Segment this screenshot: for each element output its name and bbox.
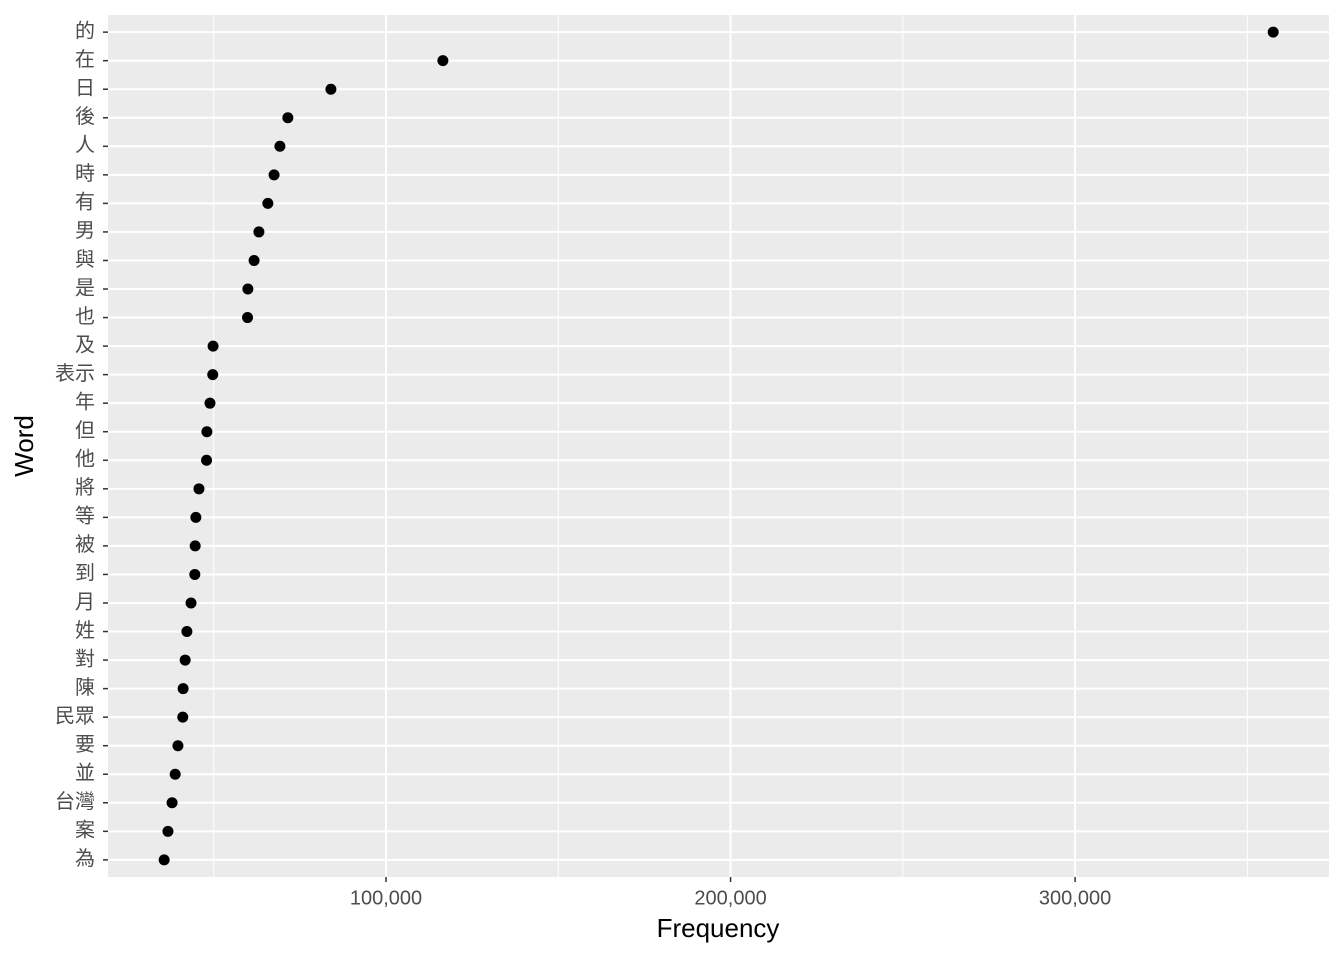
point — [158, 854, 170, 866]
point — [253, 226, 265, 238]
y-tick-label: 是 — [75, 277, 95, 299]
y-tick-label: 日 — [75, 77, 95, 99]
point — [262, 197, 274, 209]
y-tick-label: 也 — [75, 305, 95, 328]
point — [201, 454, 213, 466]
point — [190, 511, 202, 523]
point — [274, 140, 286, 152]
y-tick-label: 及 — [75, 334, 95, 356]
point — [242, 312, 254, 324]
point — [207, 340, 219, 352]
point — [201, 426, 213, 438]
y-tick-label: 時 — [75, 162, 95, 185]
point — [282, 112, 294, 124]
point — [172, 740, 184, 752]
y-tick-label: 被 — [75, 533, 95, 556]
y-axis-title: Word — [9, 415, 39, 477]
y-tick-label: 要 — [75, 734, 95, 756]
y-tick-label: 陳 — [75, 676, 95, 699]
point — [181, 626, 193, 638]
point — [242, 283, 254, 295]
y-tick-label: 的 — [75, 19, 95, 42]
panel — [108, 15, 1329, 877]
x-tick-label: 100,000 — [350, 887, 422, 909]
y-tick-label: 案 — [75, 819, 95, 842]
y-tick-label: 人 — [75, 134, 95, 157]
y-tick-label: 年 — [75, 390, 95, 413]
point — [207, 369, 219, 381]
y-tick-label: 在 — [75, 48, 95, 71]
point — [179, 654, 191, 666]
point — [193, 483, 205, 495]
y-tick-label: 等 — [75, 505, 95, 528]
point — [248, 254, 260, 266]
y-tick-label: 有 — [75, 191, 95, 214]
x-tick-label: 300,000 — [1039, 887, 1111, 909]
point — [268, 169, 280, 181]
x-axis-title: Frequency — [657, 913, 780, 943]
y-tick-label: 並 — [75, 762, 95, 785]
y-tick-label: 月 — [75, 591, 95, 613]
y-tick-label: 民眾 — [55, 705, 95, 727]
point — [177, 683, 189, 695]
point — [189, 540, 201, 552]
point — [1267, 26, 1279, 38]
y-tick-label: 與 — [75, 248, 95, 271]
point — [437, 55, 449, 67]
y-tick-label: 姓 — [75, 619, 95, 642]
y-tick-label: 為 — [75, 847, 95, 870]
x-tick-label: 200,000 — [694, 887, 766, 909]
y-tick-label: 表示 — [55, 362, 95, 385]
point — [169, 768, 181, 780]
y-tick-label: 台灣 — [55, 790, 95, 813]
point — [166, 797, 178, 809]
y-tick-label: 到 — [75, 562, 95, 585]
point — [185, 597, 197, 609]
point — [204, 397, 216, 409]
y-tick-label: 他 — [75, 448, 95, 471]
y-tick-label: 將 — [75, 476, 95, 499]
point — [189, 568, 201, 580]
point — [162, 825, 174, 837]
point — [325, 83, 337, 95]
y-tick-label: 對 — [75, 647, 95, 670]
y-tick-label: 後 — [75, 105, 95, 128]
y-tick-label: 但 — [75, 419, 95, 442]
y-tick-label: 男 — [75, 220, 95, 242]
point — [177, 711, 189, 723]
